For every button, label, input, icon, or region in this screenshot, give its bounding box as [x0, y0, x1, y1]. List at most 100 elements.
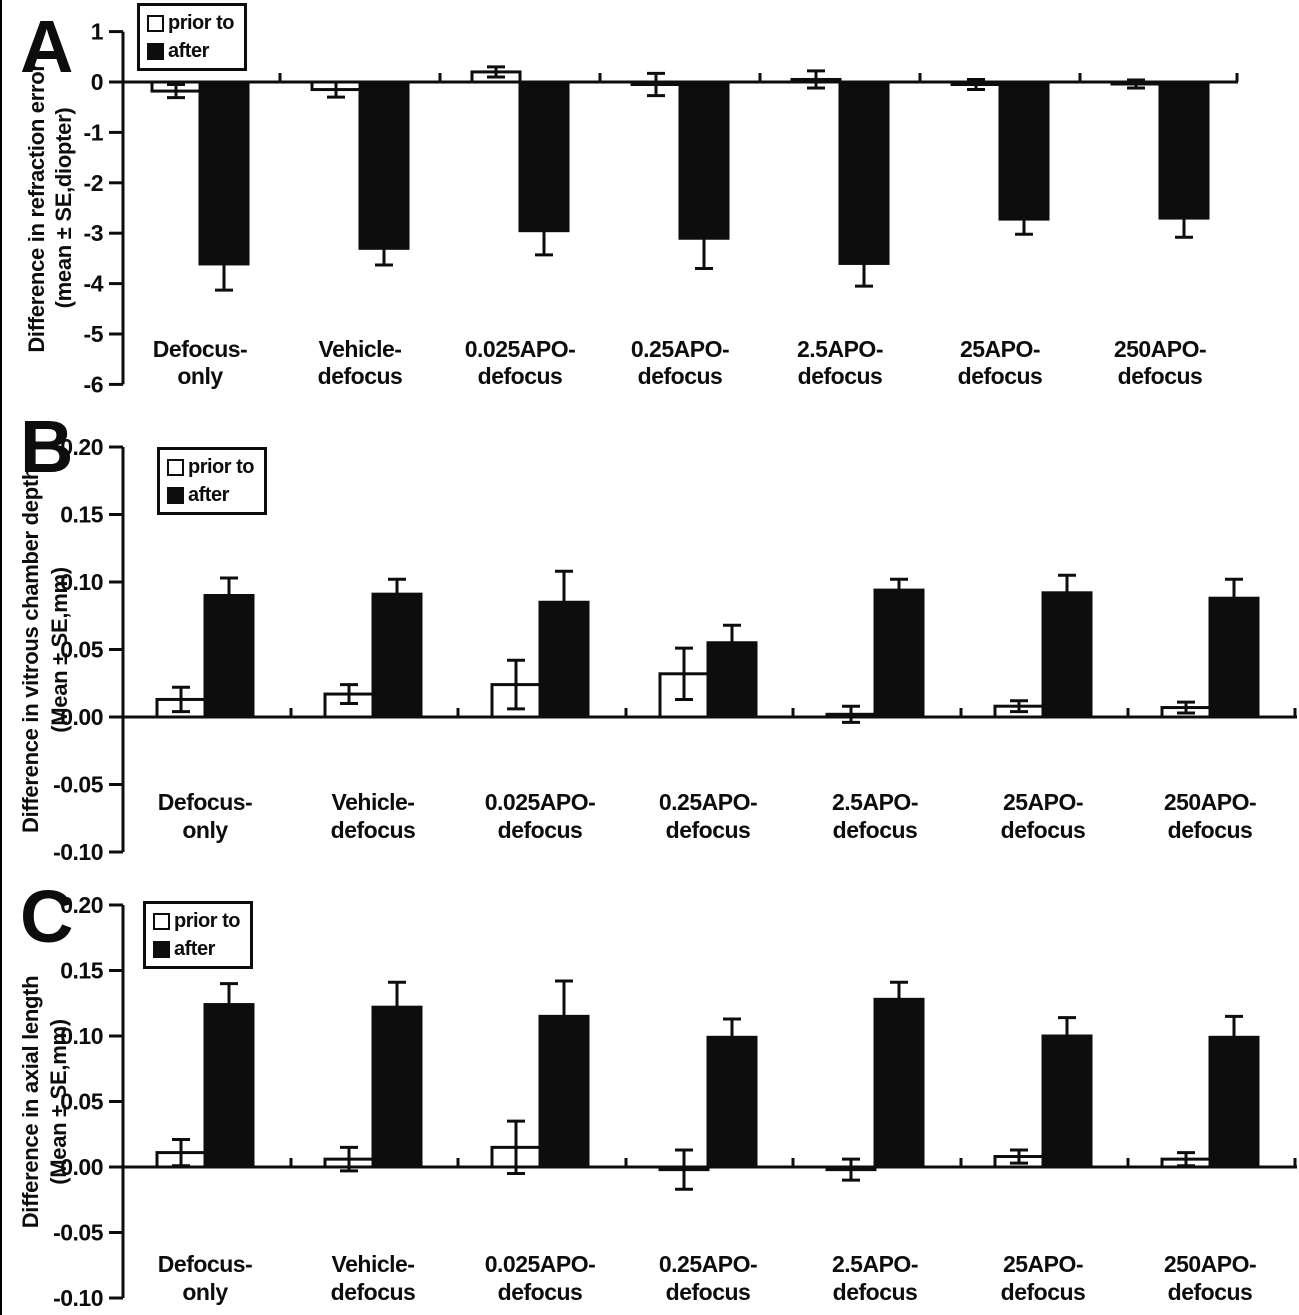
after-bar — [198, 80, 250, 266]
category-label: 0.25APO- — [631, 336, 729, 362]
y-tick-label: -0.05 — [53, 1220, 104, 1246]
category-label: Defocus- — [158, 789, 252, 815]
panel-a: A Difference in refraction error (mean ±… — [0, 0, 1299, 410]
category-label: defocus — [1168, 817, 1253, 843]
category-label: 2.5APO- — [797, 336, 883, 362]
after-bar — [838, 80, 890, 265]
after-bar — [1158, 80, 1210, 220]
panel-c-ylabel-line1: Difference in axial length — [18, 975, 43, 1229]
legend-prior-label: prior to — [174, 909, 241, 932]
y-tick-label: 0.10 — [60, 569, 103, 595]
panel-b-letter: B — [20, 405, 73, 488]
after-bar — [371, 592, 423, 719]
category-label: defocus — [1168, 1279, 1253, 1305]
category-label: 25APO- — [1003, 789, 1083, 815]
category-label: defocus — [1001, 1279, 1086, 1305]
legend-after-label: after — [188, 483, 229, 506]
category-label: defocus — [958, 363, 1043, 389]
category-label: defocus — [666, 1279, 751, 1305]
y-tick-label: 0.20 — [60, 434, 103, 460]
panel-a-ylabel-line2: (mean ± SE,diopter) — [51, 107, 76, 309]
category-label: 0.025APO- — [485, 1251, 596, 1277]
legend-row-after: after — [167, 481, 254, 509]
category-label: Vehicle- — [319, 336, 402, 362]
category-label: defocus — [1118, 363, 1203, 389]
y-tick-label: -0.05 — [53, 772, 104, 798]
panel-a-ylabel-line1: Difference in refraction error — [24, 63, 49, 353]
panel-a-legend: prior to after — [137, 3, 247, 71]
category-label: defocus — [666, 817, 751, 843]
legend-row-after: after — [147, 37, 234, 65]
panel-a-letter: A — [20, 5, 73, 88]
category-label: 250APO- — [1164, 789, 1256, 815]
category-label: defocus — [498, 1279, 583, 1305]
category-label: 250APO- — [1164, 1251, 1256, 1277]
y-tick-label: 0.10 — [60, 1023, 103, 1049]
panel-b: B Difference in vitrous chamber depth (M… — [0, 410, 1299, 880]
after-bar — [873, 588, 925, 719]
category-label: defocus — [498, 817, 583, 843]
legend-row-after: after — [153, 935, 240, 963]
y-tick-label: 1 — [91, 19, 104, 45]
category-label: defocus — [638, 363, 723, 389]
after-swatch-icon — [153, 940, 170, 958]
category-label: only — [182, 817, 228, 843]
category-label: Vehicle- — [332, 789, 415, 815]
category-label: 25APO- — [1003, 1251, 1083, 1277]
legend-after-label: after — [174, 937, 215, 960]
y-tick-label: 0.05 — [60, 637, 103, 663]
after-bar — [1041, 591, 1093, 719]
y-tick-label: -6 — [84, 371, 103, 397]
category-label: 2.5APO- — [832, 789, 918, 815]
y-tick-label: -0.10 — [53, 1285, 103, 1311]
y-tick-label: -3 — [84, 220, 103, 246]
category-label: defocus — [318, 363, 403, 389]
panel-b-chart: 0.20 0.15 0.10 0.05 0.00 -0.05 -0.10 Defocus-on… — [53, 434, 1297, 865]
y-tick-label: 0.00 — [60, 704, 103, 730]
after-bar — [998, 80, 1050, 221]
legend-prior-label: prior to — [168, 11, 235, 34]
y-tick-label: 0.15 — [60, 958, 103, 984]
category-label: defocus — [331, 1279, 416, 1305]
prior-to-swatch-icon — [167, 458, 184, 476]
y-tick-label: -2 — [84, 170, 103, 196]
category-label: 0.025APO- — [485, 789, 596, 815]
category-label: only — [177, 363, 223, 389]
category-label: Defocus- — [153, 336, 247, 362]
y-tick-label: -0.10 — [53, 839, 103, 865]
category-label: 2.5APO- — [832, 1251, 918, 1277]
category-label: 0.25APO- — [659, 1251, 757, 1277]
after-bar — [203, 1003, 255, 1169]
category-label: defocus — [798, 363, 883, 389]
category-label: 25APO- — [960, 336, 1040, 362]
panel-a-chart: 1 0 -1 -2 -3 -4 -5 -6 Defocus-only Vehicle-defocu… — [84, 19, 1239, 397]
category-label: only — [182, 1279, 228, 1305]
legend-after-label: after — [168, 39, 209, 62]
after-bar — [358, 80, 410, 250]
panel-c-ylabel-line2: (Mean ± SE,mm) — [46, 1019, 71, 1185]
panel-b-legend: prior to after — [157, 447, 267, 515]
category-label: 0.025APO- — [465, 336, 576, 362]
category-label: Defocus- — [158, 1251, 252, 1277]
scan-edge-artifact — [0, 0, 2, 1315]
prior-to-swatch-icon — [153, 912, 170, 930]
after-swatch-icon — [147, 42, 164, 60]
category-label: 250APO- — [1114, 336, 1206, 362]
panel-c: C Difference in axial length (Mean ± SE,… — [0, 880, 1299, 1315]
panel-c-legend: prior to after — [143, 901, 253, 969]
category-label: defocus — [478, 363, 563, 389]
panel-b-ylabel-line2: (Mean ± SE,mm) — [47, 567, 72, 733]
y-tick-label: -1 — [84, 119, 104, 145]
category-label: defocus — [1001, 817, 1086, 843]
after-swatch-icon — [167, 486, 184, 504]
y-tick-label: -4 — [84, 271, 104, 297]
category-label: defocus — [833, 1279, 918, 1305]
y-tick-label: 0.05 — [60, 1089, 103, 1115]
legend-prior-label: prior to — [188, 455, 255, 478]
legend-row-prior: prior to — [147, 9, 235, 37]
panel-c-letter: C — [20, 875, 73, 958]
y-tick-label: 0.15 — [60, 502, 103, 528]
category-label: defocus — [833, 817, 918, 843]
panel-c-chart: 0.20 0.15 0.10 0.05 0.00 -0.05 -0.10 Defocus-on… — [53, 892, 1297, 1311]
